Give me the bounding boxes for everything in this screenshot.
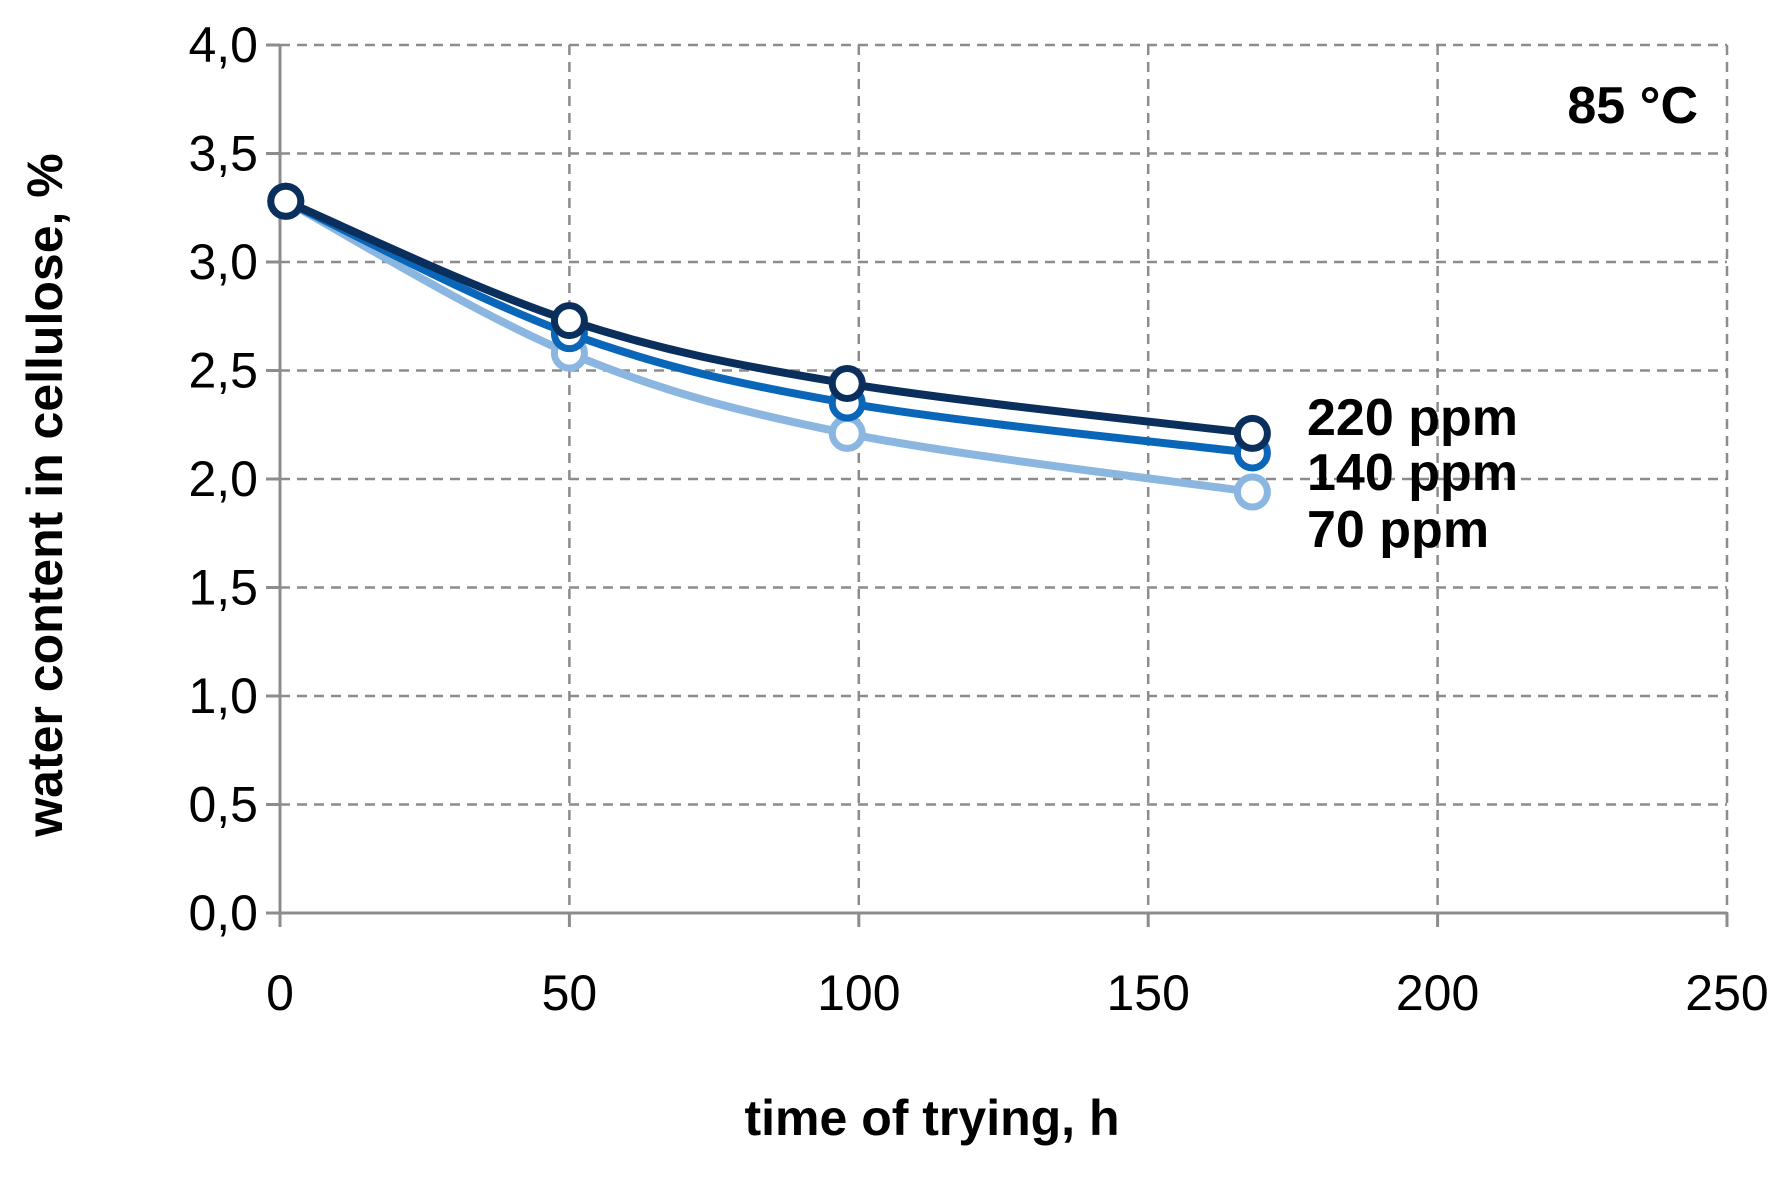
data-point-220-ppm [267,182,305,220]
y-tick-label: 4,0 [188,17,258,73]
data-point-220-ppm [1233,414,1271,452]
x-tick-label: 50 [542,965,598,1021]
y-tick-label: 2,5 [188,343,258,399]
tick-labels: 0,0 0,5 1,0 1,5 2,0 2,5 3,0 3,5 4,0 0 50 100 150 200 2… [188,17,1768,1021]
data-point-70-ppm [1233,473,1271,511]
data-point-220-ppm [828,365,866,403]
temperature-annotation: 85 °C [1567,77,1698,135]
series-line-70-ppm [281,197,1257,497]
x-axis-title: time of trying, h [745,1090,1120,1146]
x-tick-label: 200 [1396,965,1479,1021]
data-point-70-ppm [828,414,866,452]
grid [280,43,1729,913]
series-label-70-ppm: 70 ppm [1307,501,1489,559]
x-tick-label: 0 [266,965,294,1021]
series-line-140-ppm [281,197,1257,457]
y-tick-label: 0,0 [188,885,258,941]
y-tick-label: 1,5 [188,560,258,616]
series-label-220-ppm: 220 ppm [1307,389,1518,447]
y-tick-label: 0,5 [188,777,258,833]
data-point-220-ppm [550,302,588,340]
x-tick-label: 150 [1106,965,1189,1021]
x-tick-label: 250 [1685,965,1768,1021]
y-tick-label: 1,0 [188,668,258,724]
x-tick-label: 100 [817,965,900,1021]
y-tick-label: 3,5 [188,126,258,182]
y-tick-label: 2,0 [188,451,258,507]
y-tick-label: 3,0 [188,234,258,290]
plot-area [267,182,1271,511]
series-label-140-ppm: 140 ppm [1307,444,1518,502]
y-axis-title: water content in cellulose, % [17,153,73,838]
series-line-220-ppm [281,197,1257,438]
